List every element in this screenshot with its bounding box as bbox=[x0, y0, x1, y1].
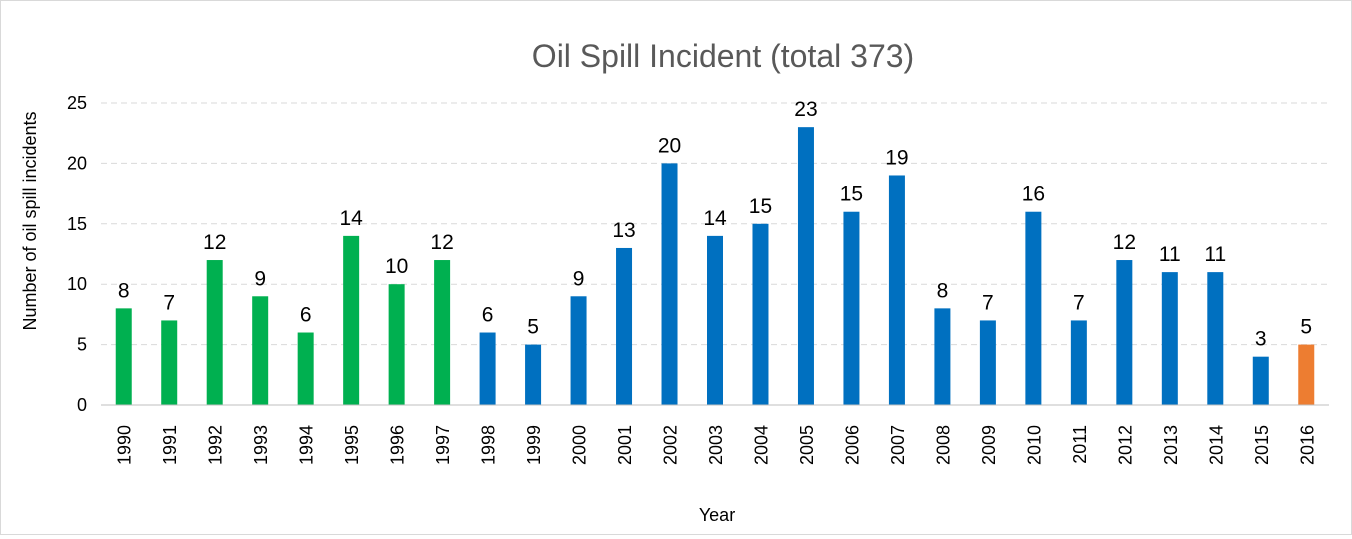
data-label-1995: 14 bbox=[339, 207, 363, 230]
x-axis-label: Year bbox=[699, 505, 735, 525]
bars bbox=[115, 127, 1315, 405]
data-label-1998: 6 bbox=[482, 304, 494, 327]
data-label-1997: 12 bbox=[430, 231, 453, 254]
bar-2016 bbox=[1298, 344, 1315, 405]
x-tick-label-2004: 2004 bbox=[751, 425, 771, 465]
data-label-1999: 5 bbox=[527, 316, 539, 339]
bar-2012 bbox=[1116, 260, 1133, 405]
x-tick-label-2015: 2015 bbox=[1252, 425, 1272, 465]
data-label-1990: 8 bbox=[118, 279, 130, 302]
bar-2004 bbox=[752, 223, 769, 405]
y-axis-label: Number of oil spill incidents bbox=[20, 111, 40, 330]
data-label-2005: 23 bbox=[794, 98, 817, 121]
x-tick-label-2003: 2003 bbox=[706, 425, 726, 465]
data-label-1996: 10 bbox=[385, 255, 408, 278]
bar-2010 bbox=[1025, 211, 1042, 405]
x-tick-label-1991: 1991 bbox=[160, 425, 180, 465]
data-label-2002: 20 bbox=[658, 134, 681, 157]
bar-1990 bbox=[115, 308, 132, 405]
x-tick-label-2008: 2008 bbox=[933, 425, 953, 465]
data-labels: 8 7 12 9 6 14 10 12 6 5 9 13 20 14 15 23 15 19 8 7 16 7 12 11 11… bbox=[118, 98, 1312, 351]
bar-1997 bbox=[434, 260, 451, 405]
data-label-2009: 7 bbox=[982, 291, 994, 314]
x-tick-label-2006: 2006 bbox=[842, 425, 862, 465]
bar-2008 bbox=[934, 308, 951, 405]
data-label-2012: 12 bbox=[1113, 231, 1136, 254]
bar-2006 bbox=[843, 211, 860, 405]
x-tick-label-1995: 1995 bbox=[342, 425, 362, 465]
data-label-2007: 19 bbox=[885, 146, 908, 169]
bar-1996 bbox=[388, 284, 405, 405]
x-tick-label-1993: 1993 bbox=[251, 425, 271, 465]
data-label-1993: 9 bbox=[254, 267, 266, 290]
x-axis-ticks: 1990 1991 1992 1993 1994 1995 1996 1997 1998 1999… bbox=[115, 425, 1318, 465]
data-label-2004: 15 bbox=[749, 195, 772, 218]
x-tick-label-2014: 2014 bbox=[1206, 425, 1226, 465]
data-label-2011: 7 bbox=[1073, 291, 1085, 314]
bar-2011 bbox=[1070, 320, 1087, 405]
x-tick-label-2001: 2001 bbox=[615, 425, 635, 465]
x-tick-label-2016: 2016 bbox=[1297, 425, 1317, 465]
x-tick-label-1994: 1994 bbox=[297, 425, 317, 465]
bar-2009 bbox=[979, 320, 996, 405]
bar-2001 bbox=[616, 247, 633, 405]
bar-2015 bbox=[1252, 356, 1269, 405]
bar-1992 bbox=[206, 260, 223, 405]
x-tick-label-1992: 1992 bbox=[206, 425, 226, 465]
data-label-2010: 16 bbox=[1022, 183, 1045, 206]
data-label-2015: 3 bbox=[1255, 328, 1267, 351]
data-label-1994: 6 bbox=[300, 304, 312, 327]
x-tick-label-2000: 2000 bbox=[570, 425, 590, 465]
x-tick-label-1997: 1997 bbox=[433, 425, 453, 465]
x-tick-label-1999: 1999 bbox=[524, 425, 544, 465]
data-label-2001: 13 bbox=[612, 219, 635, 242]
y-tick-label: 10 bbox=[67, 274, 87, 294]
data-label-2016: 5 bbox=[1300, 316, 1312, 339]
bar-2002 bbox=[661, 163, 678, 405]
y-tick-label: 0 bbox=[77, 395, 87, 415]
x-tick-label-2012: 2012 bbox=[1115, 425, 1135, 465]
bar-2013 bbox=[1161, 272, 1178, 405]
data-label-2008: 8 bbox=[937, 279, 949, 302]
chart-title: Oil Spill Incident (total 373) bbox=[532, 38, 914, 74]
y-axis-ticks: 0 5 10 15 20 25 bbox=[67, 93, 87, 415]
y-tick-label: 5 bbox=[77, 335, 87, 355]
x-tick-label-2002: 2002 bbox=[661, 425, 681, 465]
x-tick-label-1996: 1996 bbox=[388, 425, 408, 465]
bar-1999 bbox=[525, 344, 542, 405]
data-label-2006: 15 bbox=[840, 183, 863, 206]
y-tick-label: 20 bbox=[67, 153, 87, 173]
x-tick-label-2011: 2011 bbox=[1070, 425, 1090, 464]
x-tick-label-1990: 1990 bbox=[115, 425, 135, 465]
bar-2007 bbox=[888, 175, 905, 405]
bar-2005 bbox=[797, 127, 814, 405]
data-label-2003: 14 bbox=[703, 207, 727, 230]
bar-2003 bbox=[707, 235, 723, 405]
y-tick-label: 15 bbox=[67, 214, 87, 234]
y-tick-label: 25 bbox=[67, 93, 87, 113]
x-tick-label-2010: 2010 bbox=[1024, 425, 1044, 465]
bar-2014 bbox=[1207, 272, 1224, 405]
data-label-1992: 12 bbox=[203, 231, 226, 254]
bar-2000 bbox=[570, 296, 587, 405]
x-tick-label-1998: 1998 bbox=[479, 425, 499, 465]
x-tick-label-2005: 2005 bbox=[797, 425, 817, 465]
bar-1994 bbox=[297, 332, 314, 405]
data-label-2013: 11 bbox=[1159, 243, 1181, 266]
bar-1991 bbox=[161, 320, 178, 405]
x-tick-label-2009: 2009 bbox=[979, 425, 999, 465]
data-label-2014: 11 bbox=[1204, 243, 1226, 266]
data-label-1991: 7 bbox=[163, 291, 175, 314]
bar-1993 bbox=[252, 296, 269, 405]
x-tick-label-2007: 2007 bbox=[888, 425, 908, 465]
bar-1995 bbox=[343, 235, 360, 405]
bar-1998 bbox=[479, 332, 496, 405]
x-tick-label-2013: 2013 bbox=[1161, 425, 1181, 465]
data-label-2000: 9 bbox=[573, 267, 585, 290]
